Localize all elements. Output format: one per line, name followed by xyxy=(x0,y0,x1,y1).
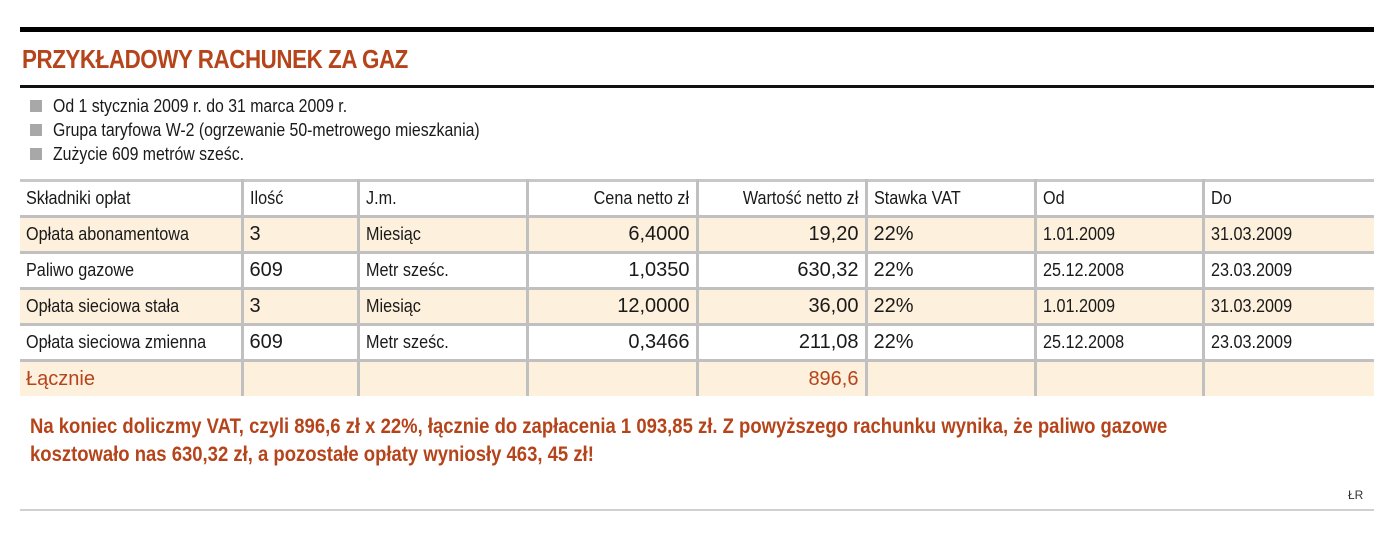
cell-unit: Miesiąc xyxy=(356,216,527,254)
cell-quantity: 3 xyxy=(240,216,358,254)
cell-net-value: 19,20 xyxy=(695,216,866,254)
cell-empty xyxy=(240,360,358,396)
cell-empty xyxy=(356,360,527,396)
cell-from: 25.12.2008 xyxy=(1033,324,1203,362)
cell-to: 31.03.2009 xyxy=(1201,216,1374,254)
total-label: Łącznie xyxy=(20,360,242,396)
col-header-quantity: Ilość xyxy=(240,180,358,218)
table-row: Opłata sieciowa zmienna 609 Metr sześc. … xyxy=(20,324,1374,362)
cell-net-price: 1,0350 xyxy=(525,252,697,290)
cell-vat-rate: 22% xyxy=(864,288,1035,326)
cell-empty xyxy=(864,360,1035,396)
bottom-rule xyxy=(20,509,1374,511)
cell-unit: Metr sześc. xyxy=(356,324,527,362)
cell-component: Opłata sieciowa zmienna xyxy=(20,324,242,362)
cell-empty xyxy=(525,360,697,396)
bullet-text: Od 1 stycznia 2009 r. do 31 marca 2009 r… xyxy=(53,95,348,116)
bullet-text: Zużycie 609 metrów sześc. xyxy=(53,143,245,164)
title-rule xyxy=(20,85,1374,88)
cell-from: 1.01.2009 xyxy=(1033,216,1203,254)
summary-line-2: kosztowało nas 630,32 zł, a pozostałe op… xyxy=(30,443,594,466)
info-bullets: Od 1 stycznia 2009 r. do 31 marca 2009 r… xyxy=(30,94,538,166)
cell-net-price: 0,3466 xyxy=(525,324,697,362)
square-bullet-icon xyxy=(30,100,42,112)
cell-net-value: 630,32 xyxy=(695,252,866,290)
cell-component: Opłata sieciowa stała xyxy=(20,288,242,326)
col-header-net-value: Wartość netto zł xyxy=(695,180,866,218)
cell-to: 31.03.2009 xyxy=(1201,288,1374,326)
cell-quantity: 3 xyxy=(240,288,358,326)
bullet-item: Od 1 stycznia 2009 r. do 31 marca 2009 r… xyxy=(30,94,538,118)
bullet-text: Grupa taryfowa W-2 (ogrzewanie 50-metrow… xyxy=(53,119,480,140)
cell-quantity: 609 xyxy=(240,324,358,362)
cell-vat-rate: 22% xyxy=(864,252,1035,290)
cell-to: 23.03.2009 xyxy=(1201,252,1374,290)
bullet-item: Zużycie 609 metrów sześc. xyxy=(30,142,538,166)
top-rule xyxy=(20,27,1374,32)
table-header-row: Składniki opłat Ilość J.m. Cena netto zł… xyxy=(20,180,1374,218)
cell-from: 25.12.2008 xyxy=(1033,252,1203,290)
cell-component: Opłata abonamentowa xyxy=(20,216,242,254)
page-title: PRZYKŁADOWY RACHUNEK ZA GAZ xyxy=(22,44,408,74)
cell-net-value: 211,08 xyxy=(695,324,866,362)
cell-component: Paliwo gazowe xyxy=(20,252,242,290)
cell-net-price: 12,0000 xyxy=(525,288,697,326)
author-credit: ŁR xyxy=(1348,488,1364,502)
summary-line-1: Na koniec doliczmy VAT, czyli 896,6 zł x… xyxy=(30,415,1168,438)
summary-text: Na koniec doliczmy VAT, czyli 896,6 zł x… xyxy=(30,413,1400,469)
cell-net-value: 36,00 xyxy=(695,288,866,326)
cell-empty xyxy=(1033,360,1203,396)
col-header-vat-rate: Stawka VAT xyxy=(864,180,1035,218)
col-header-from: Od xyxy=(1033,180,1203,218)
bill-table: Składniki opłat Ilość J.m. Cena netto zł… xyxy=(20,179,1374,396)
square-bullet-icon xyxy=(30,124,42,136)
col-header-component: Składniki opłat xyxy=(20,180,242,218)
cell-vat-rate: 22% xyxy=(864,324,1035,362)
table-row: Opłata abonamentowa 3 Miesiąc 6,4000 19,… xyxy=(20,216,1374,254)
cell-vat-rate: 22% xyxy=(864,216,1035,254)
cell-to: 23.03.2009 xyxy=(1201,324,1374,362)
cell-from: 1.01.2009 xyxy=(1033,288,1203,326)
table-row: Opłata sieciowa stała 3 Miesiąc 12,0000 … xyxy=(20,288,1374,326)
cell-unit: Miesiąc xyxy=(356,288,527,326)
col-header-unit: J.m. xyxy=(356,180,527,218)
square-bullet-icon xyxy=(30,148,42,160)
table-row: Paliwo gazowe 609 Metr sześc. 1,0350 630… xyxy=(20,252,1374,290)
table-total-row: Łącznie 896,6 xyxy=(20,360,1374,396)
total-value: 896,6 xyxy=(695,360,866,396)
col-header-net-price: Cena netto zł xyxy=(525,180,697,218)
col-header-to: Do xyxy=(1201,180,1374,218)
cell-unit: Metr sześc. xyxy=(356,252,527,290)
bullet-item: Grupa taryfowa W-2 (ogrzewanie 50-metrow… xyxy=(30,118,538,142)
cell-net-price: 6,4000 xyxy=(525,216,697,254)
cell-empty xyxy=(1201,360,1374,396)
cell-quantity: 609 xyxy=(240,252,358,290)
